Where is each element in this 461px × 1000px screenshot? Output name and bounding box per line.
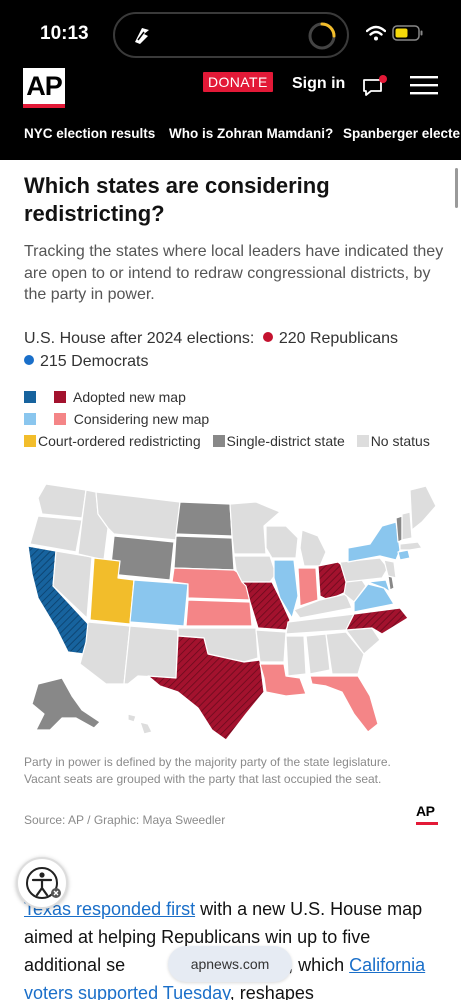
nav-link-mamdani[interactable]: Who is Zohran Mamdani? bbox=[169, 126, 334, 141]
texas-responded-link[interactable]: Texas responded first bbox=[24, 899, 196, 919]
state-montana bbox=[95, 491, 181, 541]
state-kansas bbox=[185, 599, 253, 627]
state-wisconsin bbox=[265, 525, 299, 559]
trending-nav: NYC election results Who is Zohran Mamda… bbox=[0, 122, 461, 148]
app-activity-icon bbox=[135, 28, 149, 44]
state-new-jersey bbox=[383, 559, 397, 579]
california-voters-link[interactable]: California voters supported Tuesday bbox=[24, 955, 426, 1000]
graphic-headline: Which states are considering redistricti… bbox=[24, 173, 330, 226]
state-wyoming bbox=[109, 535, 175, 581]
state-indiana bbox=[297, 567, 319, 607]
state-maine bbox=[409, 485, 437, 531]
state-north-dakota bbox=[175, 501, 233, 537]
state-colorado bbox=[129, 579, 189, 627]
legend-rep-considering-swatch bbox=[53, 413, 66, 425]
state-missouri bbox=[241, 581, 291, 631]
legend-court-swatch bbox=[24, 435, 36, 447]
map-legend: Adopted new map Considering new map Cour… bbox=[24, 386, 444, 452]
state-minnesota bbox=[229, 501, 281, 555]
state-georgia bbox=[325, 631, 365, 675]
state-virginia bbox=[353, 583, 395, 613]
state-massachusetts bbox=[399, 541, 423, 551]
state-new-mexico bbox=[123, 625, 179, 685]
nav-link-nyc-election[interactable]: NYC election results bbox=[24, 126, 156, 141]
legend-none-swatch bbox=[356, 435, 369, 447]
state-new-york bbox=[347, 521, 401, 563]
ap-small-logo: AP bbox=[416, 803, 438, 825]
browser-url-pill[interactable]: apnews.com bbox=[168, 946, 292, 982]
state-mississippi bbox=[285, 635, 307, 677]
state-texas bbox=[147, 635, 265, 741]
state-new-hampshire bbox=[401, 511, 413, 541]
donate-button[interactable]: DONATE bbox=[203, 72, 273, 92]
map-source: Source: AP / Graphic: Maya Sweedler bbox=[24, 813, 226, 827]
democrats-count: 215 Democrats bbox=[40, 353, 149, 370]
scrollbar-thumb[interactable] bbox=[455, 168, 458, 208]
loading-ring-icon bbox=[308, 22, 336, 50]
state-kentucky bbox=[293, 593, 353, 619]
legend-single-label: Single-district state bbox=[226, 433, 345, 449]
battery-icon bbox=[392, 25, 423, 41]
state-oregon bbox=[29, 515, 83, 553]
state-pennsylvania bbox=[339, 557, 389, 583]
state-hawaii bbox=[127, 713, 153, 735]
state-north-carolina bbox=[345, 607, 409, 635]
state-south-dakota bbox=[173, 535, 235, 571]
legend-court-label: Court-ordered redistricting bbox=[38, 433, 201, 449]
house-label: U.S. House after 2024 elections: bbox=[24, 330, 255, 347]
state-connecticut bbox=[397, 549, 411, 561]
legend-rep-adopted-swatch bbox=[53, 391, 66, 403]
status-time: 10:13 bbox=[40, 23, 89, 44]
accessibility-button[interactable] bbox=[16, 857, 68, 909]
republican-dot-icon bbox=[262, 332, 273, 342]
state-alabama bbox=[305, 633, 331, 675]
house-composition: U.S. House after 2024 elections: 220 Rep… bbox=[24, 327, 444, 373]
article-body: Texas responded first with a new U.S. Ho… bbox=[24, 895, 444, 1000]
state-louisiana bbox=[259, 663, 307, 697]
state-iowa bbox=[233, 555, 277, 583]
democrat-dot-icon bbox=[24, 355, 34, 365]
dynamic-island[interactable] bbox=[113, 12, 349, 58]
redistricting-map bbox=[27, 483, 437, 741]
legend-adopted-label: Adopted new map bbox=[73, 389, 186, 405]
state-washington bbox=[37, 483, 87, 519]
state-arizona bbox=[79, 621, 131, 685]
wifi-icon bbox=[366, 25, 386, 41]
ap-logo[interactable]: AP bbox=[23, 68, 65, 108]
nav-link-spanberger[interactable]: Spanberger electe bbox=[343, 126, 461, 141]
notification-chat-icon[interactable] bbox=[361, 74, 389, 98]
accessibility-icon bbox=[26, 867, 61, 899]
status-bar: 10:13 bbox=[0, 0, 461, 60]
map-note: Party in power is defined by the majorit… bbox=[24, 755, 391, 786]
legend-dem-considering-swatch bbox=[24, 413, 36, 425]
legend-considering-label: Considering new map bbox=[73, 411, 210, 427]
sign-in-link[interactable]: Sign in bbox=[292, 75, 346, 92]
legend-single-swatch bbox=[212, 435, 225, 447]
legend-none-label: No status bbox=[370, 433, 430, 449]
graphic-dek: Tracking the states where local leaders … bbox=[24, 243, 444, 303]
site-header: AP DONATE Sign in NYC election results W… bbox=[0, 60, 461, 160]
hamburger-menu-icon[interactable] bbox=[409, 74, 439, 96]
state-alaska bbox=[31, 677, 101, 731]
state-michigan bbox=[299, 529, 327, 567]
state-florida bbox=[309, 675, 379, 733]
state-arkansas bbox=[255, 629, 287, 663]
state-tennessee bbox=[285, 613, 355, 635]
legend-dem-adopted-swatch bbox=[24, 391, 36, 403]
state-illinois bbox=[273, 559, 299, 619]
state-maryland bbox=[367, 579, 391, 593]
republicans-count: 220 Republicans bbox=[278, 330, 399, 347]
